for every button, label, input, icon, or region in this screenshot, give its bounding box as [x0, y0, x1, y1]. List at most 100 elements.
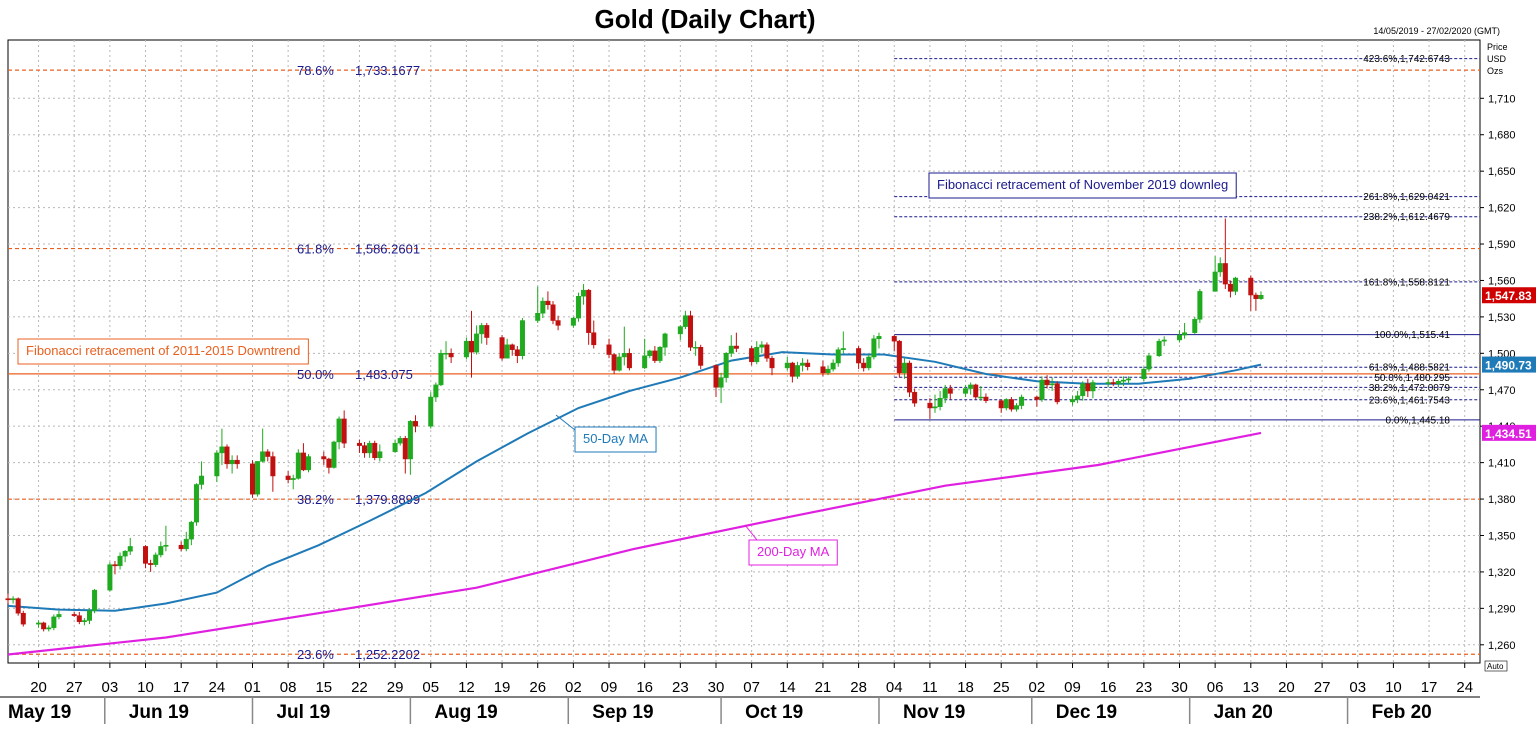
candle-body — [1054, 383, 1060, 403]
candle-body — [535, 312, 541, 321]
candle-body — [326, 458, 332, 468]
candle-body — [764, 344, 770, 359]
candle-body — [876, 336, 882, 339]
auto-scale-box — [1484, 660, 1508, 672]
candle-body — [107, 564, 113, 591]
x-tick-label: 11 — [922, 679, 938, 696]
fib-long-level-pct: 50.0% — [297, 367, 334, 382]
x-tick-label: 24 — [208, 679, 225, 696]
candle-body — [71, 614, 77, 616]
candle-body — [260, 451, 266, 462]
y-tick-label: 1,410 — [1488, 458, 1516, 470]
candle-body — [321, 456, 327, 460]
candle-body — [509, 344, 515, 350]
candle-body — [234, 459, 240, 465]
candle-body — [662, 333, 668, 348]
fib-long-level-pct: 61.8% — [297, 242, 334, 257]
fib-long-label-box — [17, 338, 309, 365]
auto-scale-text: Auto — [1487, 662, 1504, 671]
candle-body — [76, 615, 82, 622]
candle-body — [1075, 395, 1081, 400]
candle-body — [545, 300, 551, 305]
candle-body — [219, 446, 225, 454]
candle-body — [229, 459, 235, 465]
candle-body — [861, 362, 867, 369]
candle-body — [1105, 382, 1111, 384]
candle-body — [300, 452, 306, 471]
x-tick-label: 02 — [565, 679, 582, 696]
candle-body — [652, 350, 658, 361]
candle-body — [15, 598, 21, 614]
candle-body — [1003, 399, 1009, 409]
candle-body — [550, 304, 556, 321]
y-axis-unit: Ozs — [1487, 66, 1504, 76]
candle-body — [412, 421, 418, 427]
ma50-line — [8, 351, 1262, 612]
candle-body — [937, 398, 943, 408]
candle-body — [907, 362, 913, 393]
candle-body — [295, 452, 301, 479]
x-month-label: Jan 20 — [1214, 702, 1273, 723]
candle-body — [474, 333, 480, 353]
x-tick-label: 22 — [351, 679, 368, 696]
fib-short-level-label: 423.6%,1,742.6743 — [1363, 54, 1450, 65]
candle-body — [947, 388, 953, 394]
y-tick-label: 1,470 — [1488, 385, 1516, 397]
candle-body — [896, 340, 902, 374]
y-tick-label: 1,320 — [1488, 567, 1516, 579]
fib-long-label-box-text: Fibonacci retracement of 2011-2015 Downt… — [26, 343, 300, 358]
last-value-tag-text: 1,547.83 — [1485, 289, 1532, 303]
fib-short-level-label: 38.2%,1,472.0079 — [1369, 383, 1451, 394]
candle-body — [428, 396, 434, 427]
fib-short-level-label: 23.6%,1,461.7543 — [1369, 395, 1451, 406]
fib-short-level-label: 261.8%,1,629.0421 — [1363, 192, 1450, 203]
x-tick-label: 07 — [743, 679, 760, 696]
candle-body — [800, 362, 806, 366]
candle-body — [606, 344, 612, 355]
x-month-label: Jun 19 — [129, 702, 189, 723]
candle-body — [46, 627, 52, 630]
fib-long-level-pct: 38.2% — [297, 492, 334, 507]
fib-short-level-label: 238.2%,1,612.4679 — [1363, 212, 1450, 223]
candle-body — [143, 546, 149, 564]
x-tick-label: 30 — [708, 679, 725, 696]
x-tick-label: 03 — [1349, 679, 1366, 696]
x-tick-label: 16 — [636, 679, 653, 696]
x-month-label: Jul 19 — [276, 702, 330, 723]
candle-body — [199, 475, 205, 485]
fib-short-level-label: 0.0%,1,445.18 — [1386, 415, 1451, 426]
x-tick-label: 18 — [957, 679, 974, 696]
candle-body — [856, 348, 862, 364]
candle-body — [749, 348, 755, 363]
x-tick-label: 12 — [458, 679, 475, 696]
candle-body — [265, 451, 271, 457]
candle-body — [682, 315, 688, 327]
x-month-label: Sep 19 — [592, 702, 653, 723]
candle-body — [249, 463, 255, 495]
candle-body — [963, 388, 969, 394]
candle-body — [932, 406, 938, 409]
candle-body — [41, 622, 47, 630]
candle-body — [723, 353, 729, 378]
x-tick-label: 24 — [1456, 679, 1473, 696]
x-tick-label: 17 — [173, 679, 190, 696]
candle-body — [713, 365, 719, 388]
x-tick-label: 20 — [30, 679, 47, 696]
fib-short-level-label: 161.8%,1,558.8121 — [1363, 277, 1450, 288]
candle-body — [688, 315, 694, 348]
candle-body — [1176, 334, 1182, 341]
x-tick-label: 04 — [886, 679, 903, 696]
candle-body — [611, 354, 617, 371]
candle-body — [840, 348, 846, 350]
x-tick-label: 26 — [529, 679, 546, 696]
y-tick-label: 1,710 — [1488, 93, 1516, 105]
candle-body — [891, 336, 897, 342]
x-month-label: Oct 19 — [745, 702, 803, 723]
candle-body — [1085, 383, 1091, 392]
candle-body — [1110, 382, 1116, 384]
candle-body — [1039, 379, 1045, 400]
candle-body — [794, 365, 800, 377]
candle-body — [677, 326, 683, 335]
candle-body — [36, 622, 42, 625]
